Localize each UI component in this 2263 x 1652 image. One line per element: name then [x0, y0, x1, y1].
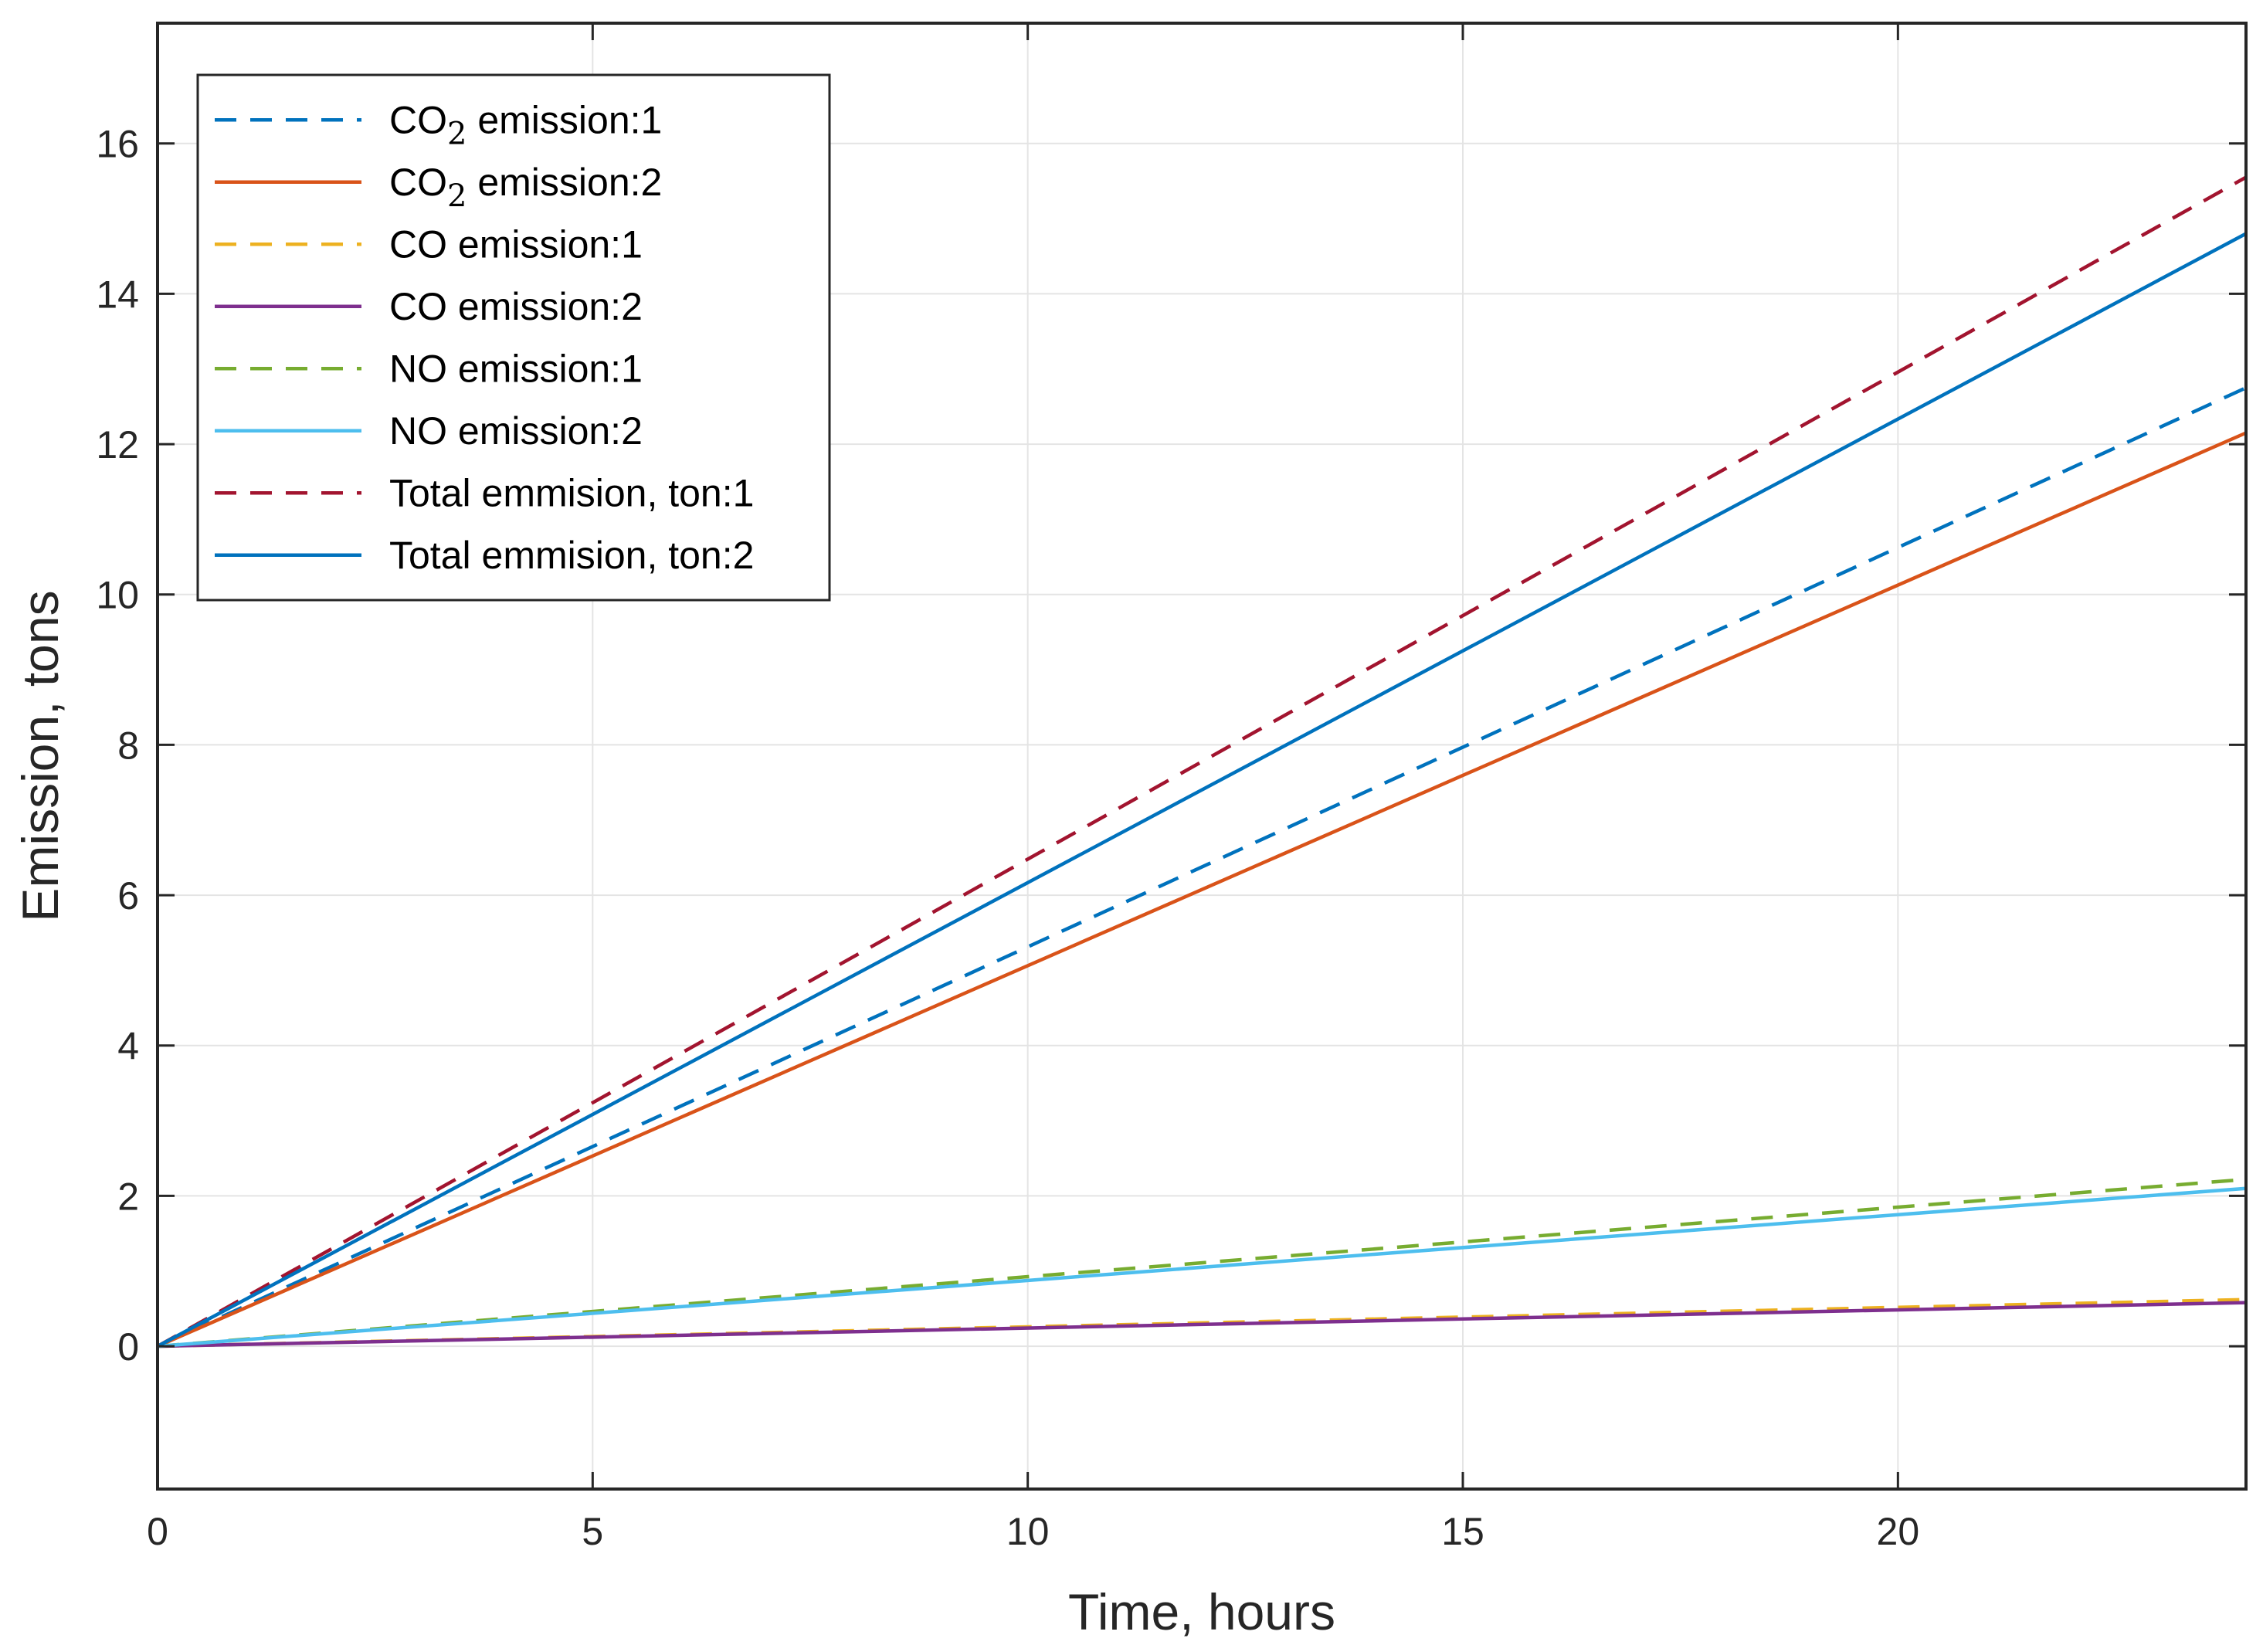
legend-label-text: CO emission:1: [389, 222, 643, 266]
y-tick-label: 14: [96, 273, 139, 316]
legend-label-7: Total emmision, ton:1: [389, 471, 754, 514]
legend-label-subscript: 2: [447, 178, 467, 214]
legend-label-5: NO emission:1: [389, 347, 643, 390]
y-tick-label: 16: [96, 123, 139, 166]
y-tick-label: 2: [117, 1175, 139, 1218]
y-axis-title: Emission, tons: [12, 590, 69, 921]
x-axis-title: Time, hours: [1068, 1583, 1335, 1640]
legend-label-1: CO2 emission:1: [389, 98, 662, 151]
x-tick-label: 10: [1006, 1510, 1050, 1553]
legend-label-text: CO: [389, 161, 447, 204]
y-tick-label: 10: [96, 574, 139, 617]
y-tick-label: 8: [117, 724, 139, 767]
series-line-6: [157, 1186, 2247, 1348]
x-tick-label: 5: [582, 1510, 603, 1553]
series-line-8: [156, 232, 2248, 1348]
legend-label-text: NO emission:1: [389, 347, 643, 390]
legend-label-tail: emission:2: [467, 161, 662, 204]
legend-label-8: Total emmision, ton:2: [389, 534, 754, 577]
series-line-5: [157, 1177, 2247, 1348]
legend-label-2: CO2 emission:2: [389, 161, 662, 214]
legend-label-text: CO emission:2: [389, 285, 643, 328]
legend-box: [196, 73, 831, 602]
series-line-4: [157, 1301, 2247, 1348]
series-line-1: [157, 386, 2247, 1348]
legend-label-tail: emission:1: [467, 98, 662, 141]
legend-label-6: NO emission:2: [389, 409, 643, 453]
legend-label-subscript: 2: [447, 116, 467, 151]
x-tick-label: 15: [1441, 1510, 1484, 1553]
y-tick-label: 6: [117, 874, 139, 918]
series-lines: [156, 175, 2248, 1348]
legend-label-3: CO emission:1: [389, 222, 643, 266]
legend-label-text: CO: [389, 98, 447, 141]
series-line-7: [156, 175, 2248, 1348]
axes-box: [156, 22, 2248, 1491]
y-tick-label: 4: [117, 1025, 139, 1068]
ticks: 0 5 10 15 20 0 2 4 6 8 10 12 14 16: [96, 23, 2246, 1553]
legend-label-text: Total emmision, ton:2: [389, 534, 754, 577]
y-tick-label: 0: [117, 1325, 139, 1369]
y-tick-label: 12: [96, 423, 139, 466]
legend-label-text: NO emission:2: [389, 409, 643, 453]
x-tick-label: 0: [147, 1510, 168, 1553]
legend-label-text: Total emmision, ton:1: [389, 471, 754, 514]
legend-label-4: CO emission:2: [389, 285, 643, 328]
x-tick-label: 20: [1877, 1510, 1920, 1553]
series-line-2: [157, 431, 2247, 1348]
